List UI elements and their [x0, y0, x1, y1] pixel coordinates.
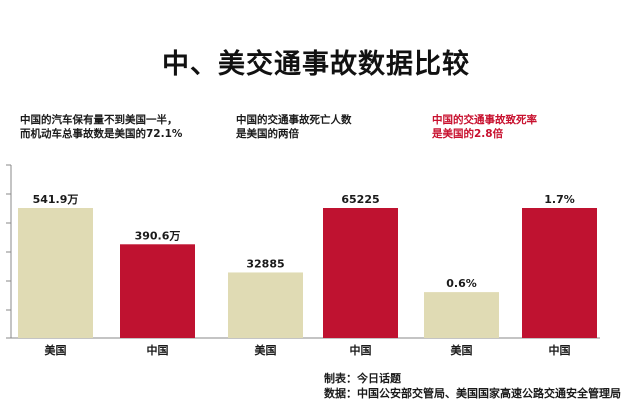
category-label-panel-1-china: 中国: [147, 343, 169, 357]
bar-panel-2-usa: [228, 272, 303, 338]
value-label-panel-2-china: 65225: [341, 193, 379, 206]
category-label-panel-2-china: 中国: [350, 343, 372, 357]
category-label-panel-3-china: 中国: [549, 343, 571, 357]
category-label-panel-1-usa: 美国: [45, 343, 67, 357]
category-label-panel-3-usa: 美国: [451, 343, 473, 357]
panel-2-annotation-line-2: 是美国的两倍: [236, 128, 299, 140]
panel-3-annotation-line-1: 中国的交通事故致死率: [432, 114, 537, 126]
panel-1-annotation: 中国的汽车保有量不到美国一半， 而机动车总事故数是美国的72.1%: [20, 113, 182, 141]
panel-1-annotation-line-1: 中国的汽车保有量不到美国一半，: [20, 114, 178, 126]
value-label-panel-3-usa: 0.6%: [446, 277, 477, 290]
value-label-panel-1-usa: 541.9万: [33, 193, 79, 206]
value-label-panel-1-china: 390.6万: [135, 229, 181, 242]
credits-maker: 制表：今日话题: [324, 372, 401, 385]
panel-1-annotation-line-2: 而机动车总事故数是美国的72.1%: [20, 128, 183, 140]
bar-panel-1-china: [120, 244, 195, 338]
bar-panel-3-china: [522, 208, 597, 338]
value-label-panel-2-usa: 32885: [246, 257, 284, 270]
value-label-panel-3-china: 1.7%: [544, 193, 575, 206]
panel-2-annotation: 中国的交通事故死亡人数 是美国的两倍: [236, 113, 352, 141]
panel-3-annotation-line-2: 是美国的2.8倍: [432, 128, 504, 140]
chart-title: 中、美交通事故数据比较: [162, 49, 470, 80]
bar-panel-1-usa: [18, 208, 93, 338]
panel-3-annotation: 中国的交通事故致死率 是美国的2.8倍: [432, 113, 537, 141]
bar-panel-2-china: [323, 208, 398, 338]
bar-panel-3-usa: [424, 292, 499, 338]
panel-2-annotation-line-1: 中国的交通事故死亡人数: [236, 114, 352, 126]
credits-source: 数据：中国公安部交管局、美国国家高速公路交通安全管理局: [324, 387, 621, 400]
category-label-panel-2-usa: 美国: [255, 343, 277, 357]
